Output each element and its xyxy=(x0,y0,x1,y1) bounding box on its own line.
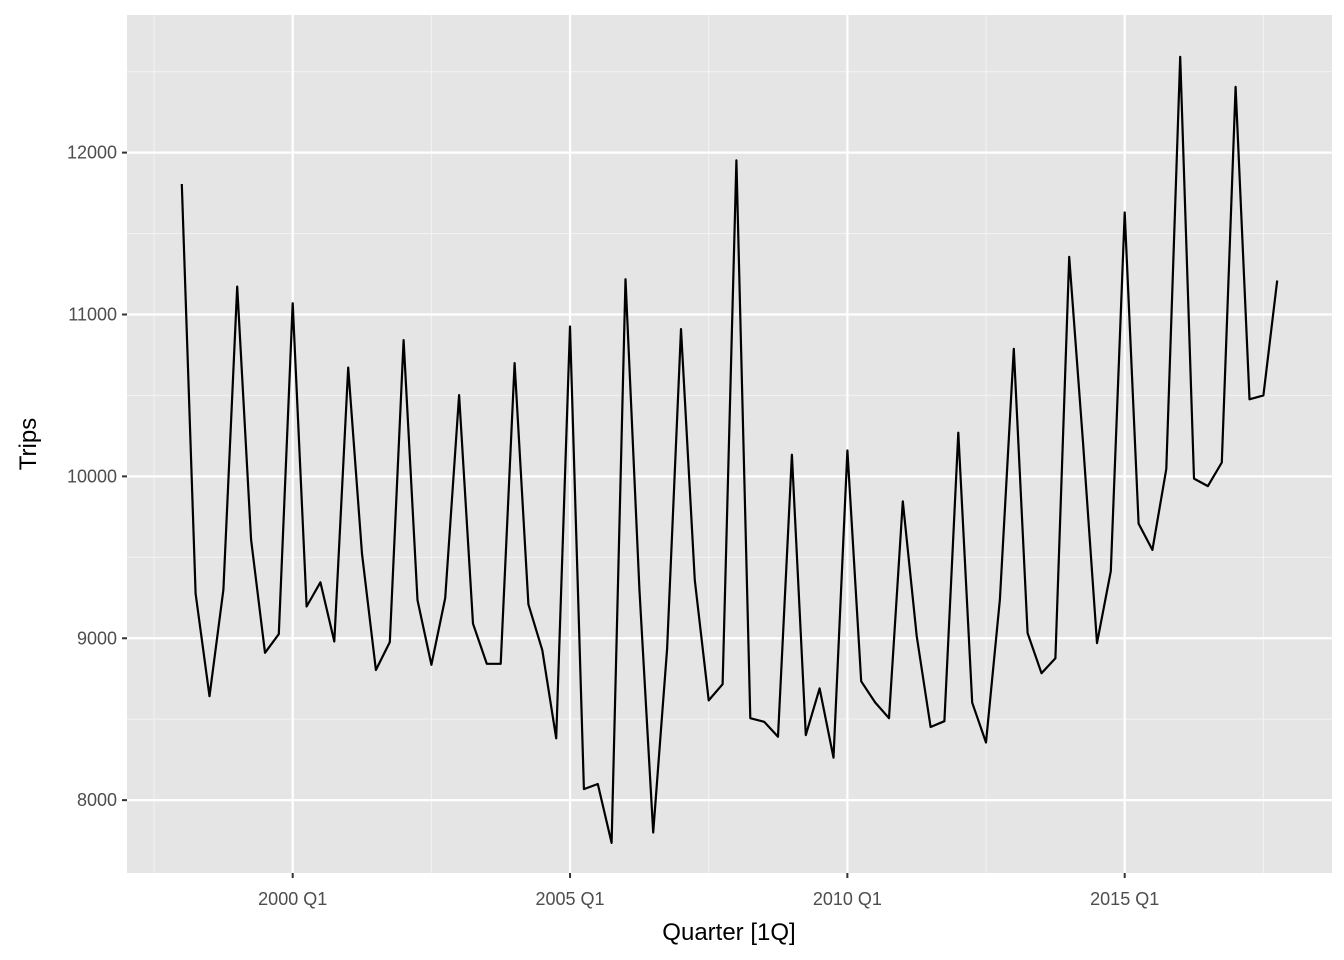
series-layer xyxy=(180,55,1279,845)
x-axis: 2000 Q1 2005 Q1 2010 Q1 2015 Q1 xyxy=(258,873,1159,909)
y-tick-label: 12000 xyxy=(67,143,117,163)
y-tick-label: 11000 xyxy=(68,304,117,324)
x-tick-label: 2015 Q1 xyxy=(1090,889,1159,909)
x-tick-label: 2000 Q1 xyxy=(258,889,327,909)
y-tick-label: 10000 xyxy=(67,466,117,486)
y-tick-label: 9000 xyxy=(77,628,117,648)
major-grid xyxy=(127,15,1332,873)
x-axis-title: Quarter [1Q] xyxy=(662,919,795,946)
y-axis-title: Trips xyxy=(15,418,42,470)
series-line xyxy=(180,55,1279,845)
x-tick-label: 2005 Q1 xyxy=(536,889,605,909)
y-tick-label: 8000 xyxy=(77,790,117,810)
y-axis: 8000 9000 10000 11000 12000 xyxy=(67,143,127,810)
x-tick-label: 2010 Q1 xyxy=(813,889,882,909)
